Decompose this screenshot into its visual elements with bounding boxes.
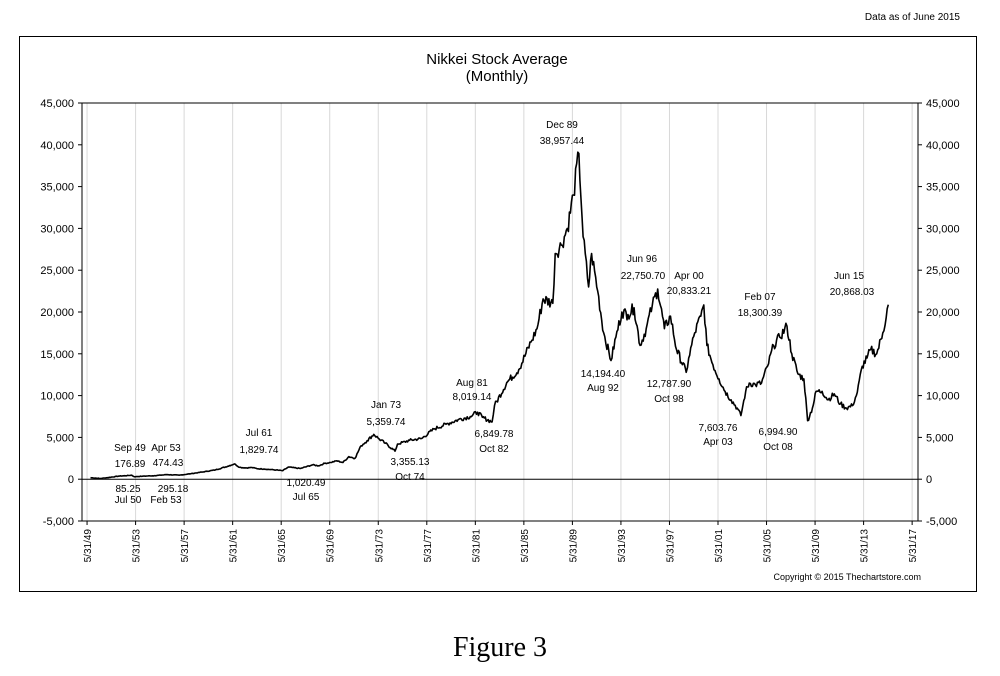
x-tick-label: 5/31/09 <box>811 529 822 563</box>
x-tick-label: 5/31/05 <box>763 529 774 563</box>
annotation-date: Dec 89 <box>546 120 578 131</box>
chart-subtitle: (Monthly) <box>466 68 529 85</box>
y-tick-label-left: 0 <box>68 474 74 486</box>
x-tick-label: 5/31/73 <box>374 529 385 563</box>
annotation-date: Jan 73 <box>371 400 401 411</box>
annotation-value: 176.89 <box>115 459 146 470</box>
annotation-value: 22,750.70 <box>621 271 666 282</box>
annotation-value: 85.25 <box>115 484 140 495</box>
chart-frame <box>19 36 977 592</box>
annotation-date: Apr 00 <box>674 271 704 282</box>
annotation-date: Jul 65 <box>293 492 320 503</box>
annotation-date: Feb 53 <box>150 495 182 506</box>
annotation-value: 7,603.76 <box>699 423 738 434</box>
x-tick-label: 5/31/13 <box>860 529 871 563</box>
plot-area-border <box>81 102 919 522</box>
annotation-date: Feb 07 <box>744 292 776 303</box>
annotation-value: 18,300.39 <box>738 308 783 319</box>
y-tick-label-left: 40,000 <box>40 140 74 152</box>
annotation-value: 295.18 <box>158 484 189 495</box>
figure-caption: Figure 3 <box>452 632 548 663</box>
x-tick-label: 5/31/97 <box>665 529 676 563</box>
x-tick-label: 5/31/93 <box>617 529 628 563</box>
y-tick-label-left: 30,000 <box>40 223 74 235</box>
annotation-date: Sep 49 <box>114 443 146 454</box>
y-tick-label-right: 25,000 <box>926 265 960 277</box>
copyright-text: Copyright © 2015 Thechartstore.com <box>773 572 921 582</box>
y-tick-label-left: 25,000 <box>40 265 74 277</box>
price-series-line <box>90 151 890 480</box>
annotation-value: 8,019.14 <box>453 392 492 403</box>
annotation-date: Aug 92 <box>587 383 619 394</box>
annotation-date: Oct 08 <box>763 442 793 453</box>
y-tick-label-right: 40,000 <box>926 140 960 152</box>
x-tick-label: 5/31/65 <box>277 529 288 563</box>
x-tick-label: 5/31/85 <box>520 529 531 563</box>
annotation-value: 3,355.13 <box>391 457 430 468</box>
data-date-note: Data as of June 2015 <box>864 12 960 23</box>
annotation-date: Jul 50 <box>115 495 142 506</box>
annotation-date: Jul 61 <box>246 428 273 439</box>
annotation-value: 12,787.90 <box>647 379 692 390</box>
x-tick-label: 5/31/53 <box>132 529 143 563</box>
y-tick-label-right: -5,000 <box>926 516 957 528</box>
annotation-date: Oct 74 <box>395 472 425 483</box>
y-tick-label-left: 5,000 <box>46 432 74 444</box>
y-tick-label-left: 45,000 <box>40 98 74 110</box>
annotation-date: Oct 98 <box>654 394 684 405</box>
x-tick-label: 5/31/17 <box>908 529 919 563</box>
x-tick-label: 5/31/81 <box>471 529 482 563</box>
annotation-date: Apr 53 <box>151 443 181 454</box>
y-tick-label-right: 15,000 <box>926 349 960 361</box>
annotation-value: 5,359.74 <box>367 417 406 428</box>
y-tick-label-right: 5,000 <box>926 432 954 444</box>
x-tick-label: 5/31/49 <box>83 529 94 563</box>
annotation-value: 14,194.40 <box>581 369 626 380</box>
x-tick-label: 5/31/69 <box>326 529 337 563</box>
annotation-value: 1,829.74 <box>240 445 279 456</box>
x-tick-label: 5/31/89 <box>568 529 579 563</box>
y-tick-label-right: 20,000 <box>926 307 960 319</box>
x-tick-label: 5/31/57 <box>180 529 191 563</box>
x-tick-label: 5/31/77 <box>423 529 434 563</box>
y-tick-label-right: 10,000 <box>926 391 960 403</box>
y-tick-label-right: 0 <box>926 474 932 486</box>
annotation-date: Jun 96 <box>627 254 657 265</box>
y-tick-label-right: 35,000 <box>926 182 960 194</box>
annotation-date: Aug 81 <box>456 378 488 389</box>
y-tick-label-right: 45,000 <box>926 98 960 110</box>
annotation-value: 38,957.44 <box>540 136 585 147</box>
annotation-value: 6,994.90 <box>759 427 798 438</box>
annotation-value: 20,833.21 <box>667 286 712 297</box>
y-tick-label-right: 30,000 <box>926 223 960 235</box>
y-tick-label-left: 15,000 <box>40 349 74 361</box>
annotation-value: 474.43 <box>153 458 184 469</box>
x-tick-label: 5/31/01 <box>714 529 725 563</box>
y-tick-label-left: 20,000 <box>40 307 74 319</box>
x-tick-label: 5/31/61 <box>229 529 240 563</box>
annotation-date: Oct 82 <box>479 444 509 455</box>
annotation-value: 6,849.78 <box>475 429 514 440</box>
y-tick-label-left: -5,000 <box>43 516 74 528</box>
annotation-value: 1,020.49 <box>287 478 326 489</box>
annotation-date: Jun 15 <box>834 271 864 282</box>
annotation-value: 20,868.03 <box>830 287 875 298</box>
annotation-date: Apr 03 <box>703 437 733 448</box>
chart-title: Nikkei Stock Average <box>426 51 567 68</box>
y-tick-label-left: 10,000 <box>40 391 74 403</box>
y-tick-label-left: 35,000 <box>40 182 74 194</box>
